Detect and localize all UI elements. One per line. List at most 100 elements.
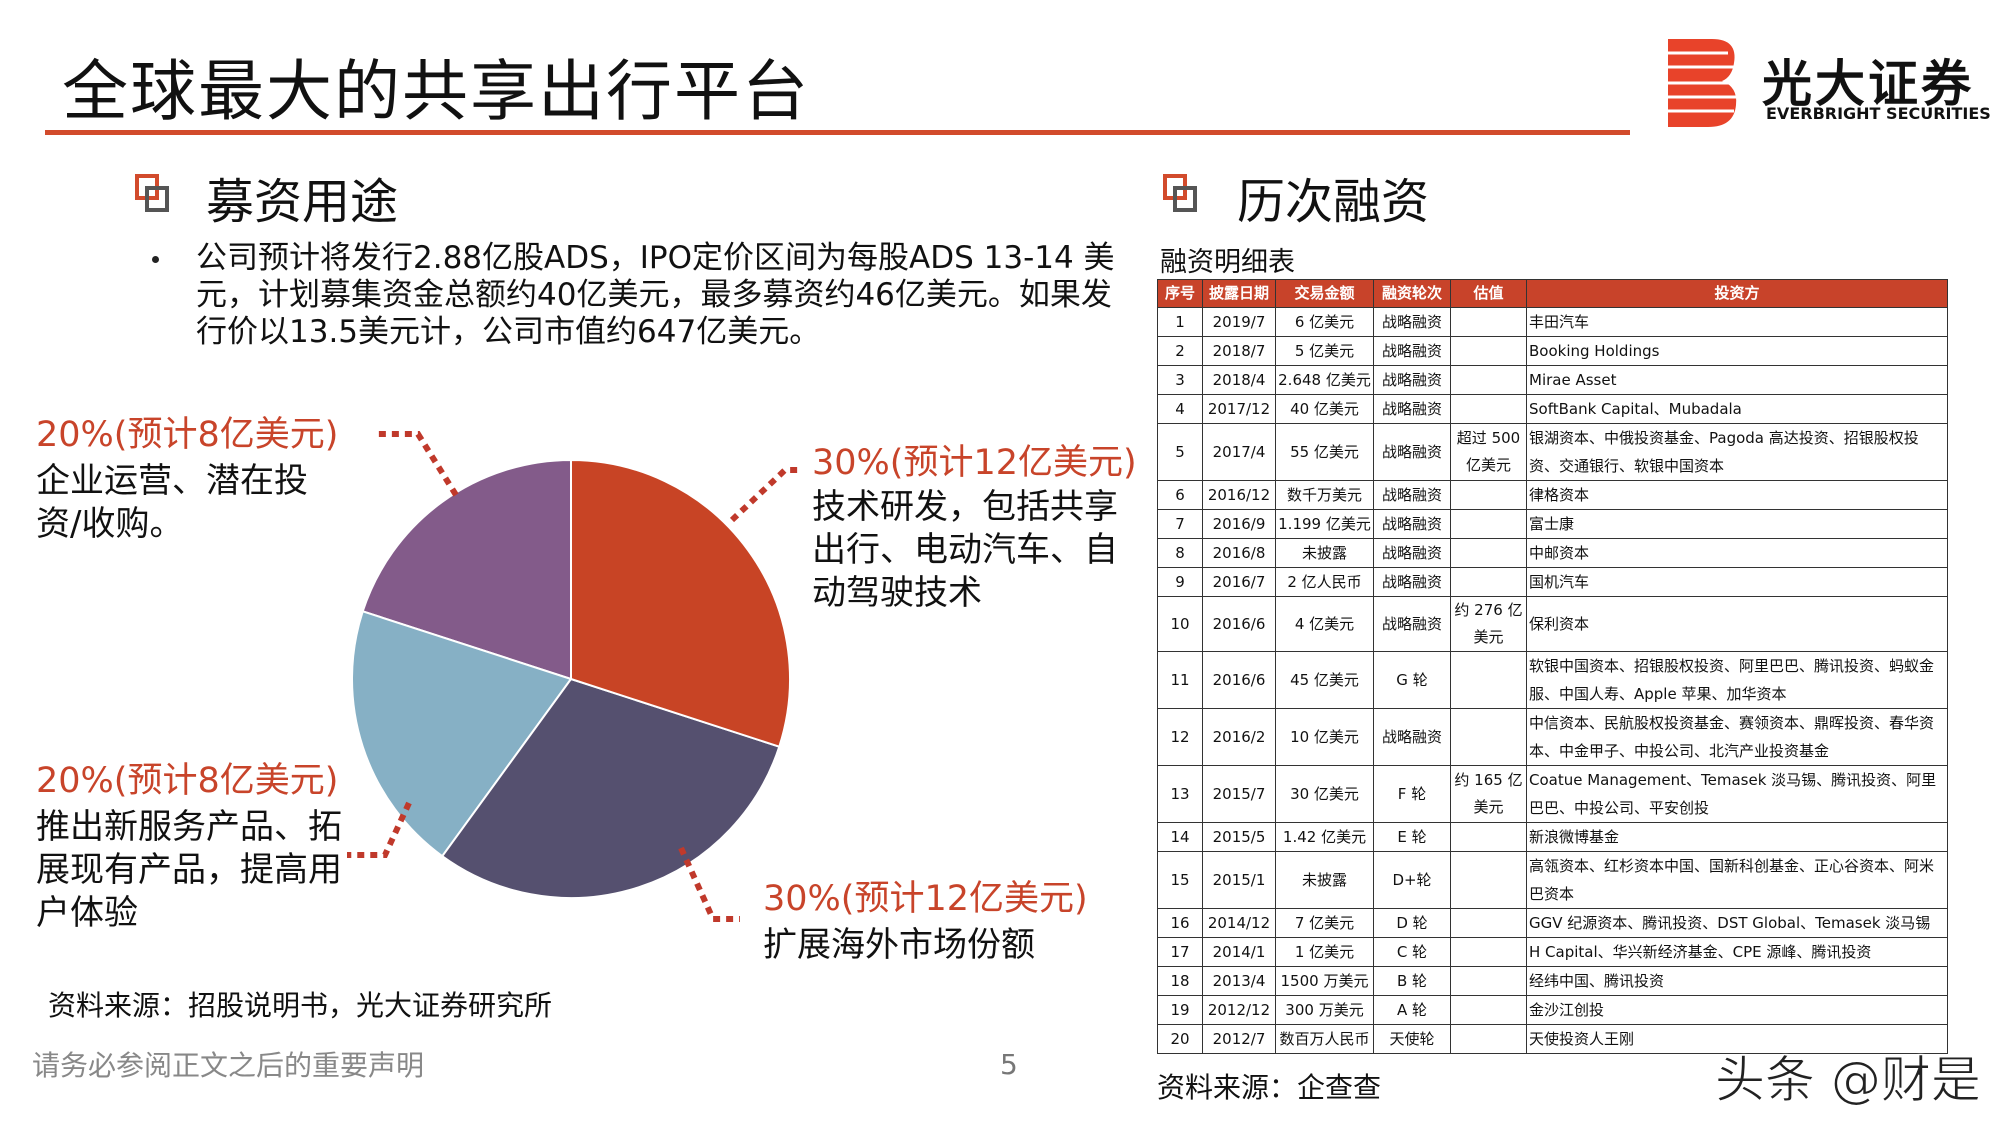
pie-chart <box>347 431 798 922</box>
table-cell: 天使轮 <box>1373 1024 1451 1054</box>
table-cell: 12 <box>1157 708 1203 766</box>
table-cell: 1 <box>1157 307 1203 337</box>
table-cell: H Capital、华兴新经济基金、CPE 源峰、腾讯投资 <box>1526 937 1948 967</box>
table-cell: 30 亿美元 <box>1275 765 1374 823</box>
table-cell: A 轮 <box>1373 995 1451 1025</box>
table-cell: 数千万美元 <box>1275 480 1374 510</box>
table-cell <box>1450 394 1527 424</box>
table-cell <box>1450 1024 1527 1054</box>
table-cell: 国机汽车 <box>1526 567 1948 597</box>
table-cell: 保利资本 <box>1526 596 1948 652</box>
table-cell: 18 <box>1157 966 1203 996</box>
slice-label: 推出新服务产品、拓展现有产品，提高用户体验 <box>36 807 342 933</box>
table-cell <box>1450 336 1527 366</box>
bullet-text: 公司预计将发行2.88亿股ADS，IPO定价区间为每股ADS 13-14 美元，… <box>148 240 1126 351</box>
slice-label: 技术研发，包括共享出行、电动汽车、自动驾驶技术 <box>812 487 1118 613</box>
table-row: 7 2016/9 1.199 亿美元 战略融资 富士康 <box>1157 509 1948 539</box>
table-cell: 1500 万美元 <box>1275 966 1374 996</box>
table-cell: 4 <box>1157 394 1203 424</box>
table-cell: 10 <box>1157 596 1203 652</box>
table-cell <box>1450 908 1527 938</box>
disclaimer: 请务必参阅正文之后的重要声明 <box>32 1049 425 1082</box>
source-note: 资料来源：企查查 <box>1157 1071 1382 1104</box>
table-cell: GGV 纪源资本、腾讯投资、DST Global、Temasek 淡马锡 <box>1526 908 1948 938</box>
section-icon <box>135 174 169 212</box>
column-header: 披露日期 <box>1202 279 1276 308</box>
table-cell: 20 <box>1157 1024 1203 1054</box>
value-label: 30%(预计12亿美元) <box>812 443 1137 483</box>
table-row: 15 2015/1 未披露 D+轮 高瓴资本、红杉资本中国、国新科创基金、正心谷资本、阿… <box>1157 851 1948 909</box>
table-cell: 丰田汽车 <box>1526 307 1948 337</box>
table-cell: 10 亿美元 <box>1275 708 1374 766</box>
table-row: 8 2016/8 未披露 战略融资 中邮资本 <box>1157 538 1948 568</box>
table-row: 19 2012/12 300 万美元 A 轮 金沙江创投 <box>1157 995 1948 1025</box>
section-title: 募资用途 <box>206 174 399 230</box>
table-cell: 2016/12 <box>1202 480 1276 510</box>
table-cell: 数百万人民币 <box>1275 1024 1374 1054</box>
table-cell: 律格资本 <box>1526 480 1948 510</box>
section-icon <box>1163 174 1197 212</box>
table-cell: 中邮资本 <box>1526 538 1948 568</box>
table-cell: 7 <box>1157 509 1203 539</box>
table-row: 11 2016/6 45 亿美元 G 轮 软银中国资本、招银股权投资、阿里巴巴、腾讯投资… <box>1157 651 1948 709</box>
table-cell: 战略融资 <box>1373 423 1451 481</box>
table-row: 16 2014/12 7 亿美元 D 轮 GGV 纪源资本、腾讯投资、DST Globa… <box>1157 908 1948 938</box>
table-cell: 2018/7 <box>1202 336 1276 366</box>
logo-name: 光大证券 <box>1762 55 1974 113</box>
slice-label: 企业运营、潜在投资/收购。 <box>36 461 308 544</box>
table-cell: 15 <box>1157 851 1203 909</box>
table-cell <box>1450 708 1527 766</box>
table-cell: 战略融资 <box>1373 708 1451 766</box>
table-cell: 1 亿美元 <box>1275 937 1374 967</box>
table-cell: 战略融资 <box>1373 538 1451 568</box>
table-cell: 9 <box>1157 567 1203 597</box>
table-cell: 8 <box>1157 538 1203 568</box>
table-cell: C 轮 <box>1373 937 1451 967</box>
table-cell: 2016/8 <box>1202 538 1276 568</box>
table-row: 1 2019/7 6 亿美元 战略融资 丰田汽车 <box>1157 307 1948 337</box>
table-cell <box>1450 509 1527 539</box>
table-cell: 2 亿人民币 <box>1275 567 1374 597</box>
table-row: 17 2014/1 1 亿美元 C 轮 H Capital、华兴新经济基金、CPE 源峰… <box>1157 937 1948 967</box>
table-row: 6 2016/12 数千万美元 战略融资 律格资本 <box>1157 480 1948 510</box>
slide-title: 全球最大的共享出行平台 <box>62 53 810 130</box>
table-cell: 新浪微博基金 <box>1526 822 1948 852</box>
table-cell: 5 亿美元 <box>1275 336 1374 366</box>
table-cell: 11 <box>1157 651 1203 709</box>
value-label: 30%(预计12亿美元) <box>763 879 1088 919</box>
table-cell: 2015/5 <box>1202 822 1276 852</box>
table-cell: Mirae Asset <box>1526 365 1948 395</box>
table-cell: 6 <box>1157 480 1203 510</box>
table-cell: 2012/12 <box>1202 995 1276 1025</box>
table-cell: 天使投资人王刚 <box>1526 1024 1948 1054</box>
table-row: 18 2013/4 1500 万美元 B 轮 经纬中国、腾讯投资 <box>1157 966 1948 996</box>
table-cell: 1.42 亿美元 <box>1275 822 1374 852</box>
watermark: 头条 @财是 <box>1715 1051 1982 1110</box>
table-cell: 55 亿美元 <box>1275 423 1374 481</box>
table-cell: 战略融资 <box>1373 596 1451 652</box>
table-cell: 金沙江创投 <box>1526 995 1948 1025</box>
page-number: 5 <box>1000 1048 1018 1081</box>
table-cell <box>1450 567 1527 597</box>
table-cell: 2.648 亿美元 <box>1275 365 1374 395</box>
table-cell: 2017/12 <box>1202 394 1276 424</box>
pie-slice <box>351 610 573 858</box>
table-cell: 16 <box>1157 908 1203 938</box>
table-cell: D+轮 <box>1373 851 1451 909</box>
table-cell <box>1450 651 1527 709</box>
table-cell: 2015/7 <box>1202 765 1276 823</box>
table-cell <box>1450 365 1527 395</box>
source-note: 资料来源：招股说明书，光大证券研究所 <box>48 989 553 1022</box>
table-cell: E 轮 <box>1373 822 1451 852</box>
table-cell: 19 <box>1157 995 1203 1025</box>
table-cell: 未披露 <box>1275 538 1374 568</box>
table-cell: 超过 500 亿美元 <box>1450 423 1527 481</box>
table-cell: 4 亿美元 <box>1275 596 1374 652</box>
table-cell: 2 <box>1157 336 1203 366</box>
table-cell: B 轮 <box>1373 966 1451 996</box>
table-cell: 战略融资 <box>1373 567 1451 597</box>
value-label: 20%(预计8亿美元) <box>36 415 339 455</box>
table-cell: 战略融资 <box>1373 307 1451 337</box>
table-row: 13 2015/7 30 亿美元 F 轮约 165 亿美元 Coatue Managem… <box>1157 765 1948 823</box>
table-cell <box>1450 822 1527 852</box>
